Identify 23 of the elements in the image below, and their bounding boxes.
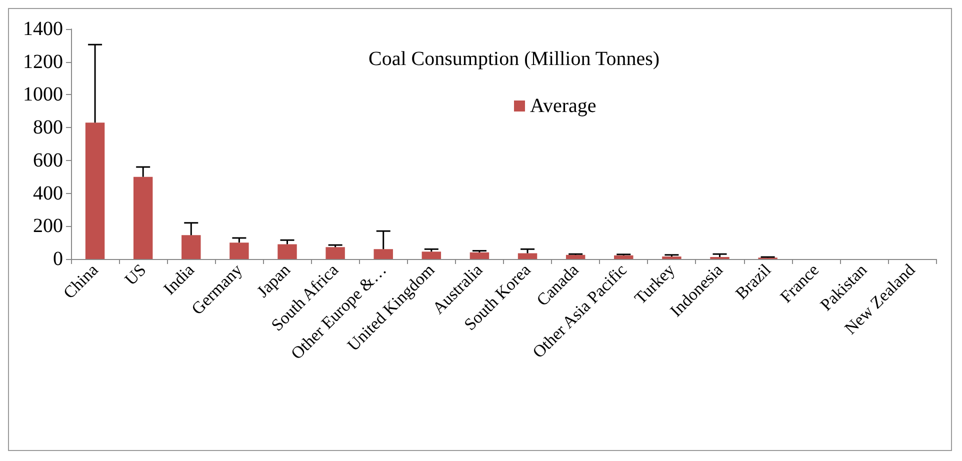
bar <box>422 252 442 259</box>
bar <box>614 255 634 259</box>
bar <box>133 176 153 259</box>
bar <box>182 235 201 259</box>
y-tick-label: 1000 <box>23 84 63 106</box>
y-tick-label: 800 <box>33 116 63 139</box>
bar <box>326 247 345 259</box>
y-tick-label: 1400 <box>23 18 63 40</box>
bar <box>230 242 249 259</box>
bar <box>566 254 586 259</box>
y-tick-label: 1200 <box>23 50 63 73</box>
y-tick-label: 200 <box>33 215 63 238</box>
x-tick-label: US <box>121 260 150 290</box>
legend-label: Average <box>530 95 596 117</box>
y-tick-label: 600 <box>33 149 63 172</box>
text: Coal Consumption (Million Tonnes) <box>368 48 660 70</box>
y-tick-label: 400 <box>33 182 63 204</box>
bar <box>374 249 393 259</box>
bar <box>278 244 297 259</box>
y-tick-label: 0 <box>53 248 63 270</box>
bar <box>85 122 105 259</box>
bar <box>518 253 538 259</box>
bar <box>470 252 490 259</box>
